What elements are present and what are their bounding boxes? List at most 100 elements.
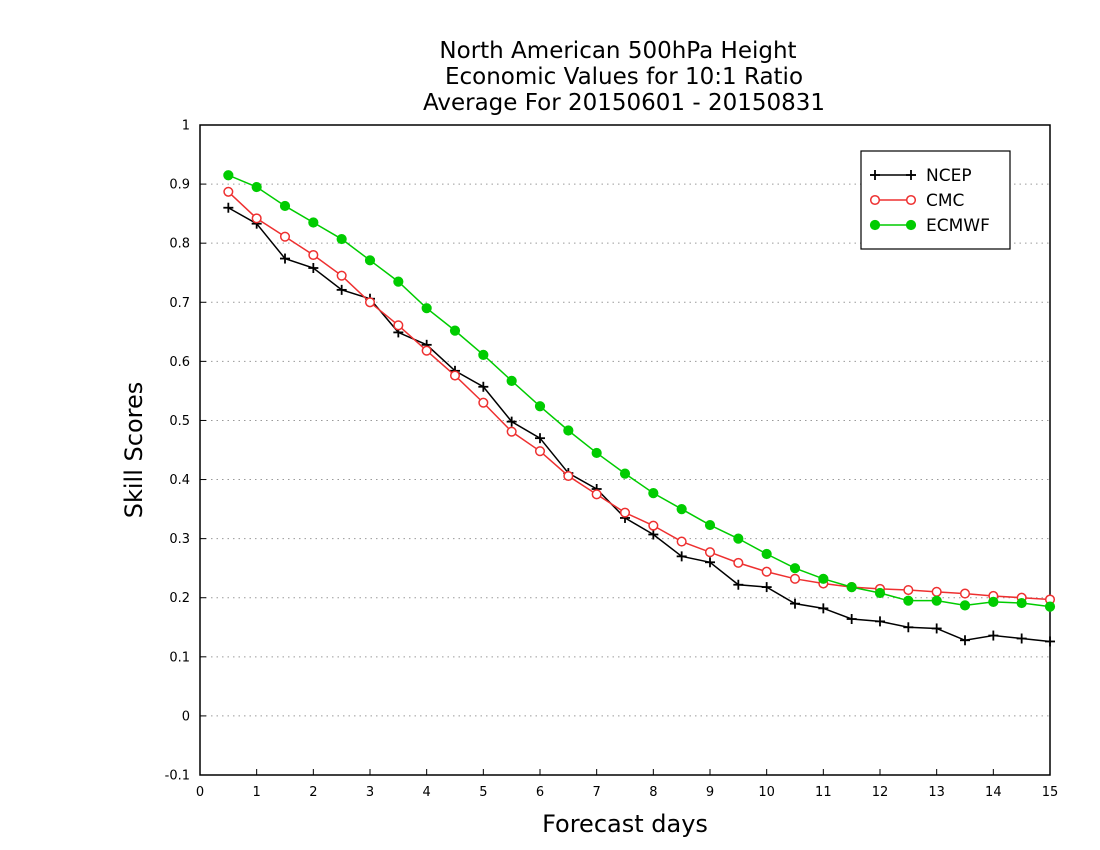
data-point-ecmwf [393,276,404,287]
data-point-ecmwf [761,548,772,560]
data-point-cmc [364,297,376,308]
data-point-cmc [506,426,517,437]
legend-item-cmc: CMC [869,191,964,211]
data-point-ecmwf [534,401,546,412]
data-point-ncep [846,614,857,624]
data-point-ncep [733,579,744,590]
x-tick-label: 15 [1042,785,1059,800]
legend-item-ecmwf: ECMWF [869,216,990,236]
y-tick-label: -0.1 [165,769,190,784]
legend-marker [870,170,880,180]
data-point-ecmwf [704,519,716,531]
data-point-ncep [790,598,800,609]
data-point-ncep [336,284,347,295]
data-point-ncep [960,635,970,646]
data-point-ecmwf [959,600,971,611]
chart-title-line-1: North American 500hPa Height [439,38,796,64]
x-tick-label: 13 [928,785,945,800]
data-point-cmc [903,584,914,596]
data-point-cmc [421,345,432,356]
legend-item-ncep: NCEP [870,166,972,186]
data-point-ecmwf [506,375,517,386]
y-tick-label: 0.4 [169,473,190,488]
y-tick-label: 0.1 [169,650,190,665]
legend: NCEP CMC ECMWF [860,150,1011,250]
data-point-cmc [478,397,489,408]
chart-title-line-3: Average For 20150601 - 20150831 [423,90,825,116]
data-series [223,170,1056,647]
data-point-ecmwf [931,595,942,606]
legend-marker [906,170,916,180]
data-point-ncep [676,551,687,562]
data-point-ecmwf [789,563,801,574]
data-point-cmc [789,573,801,584]
series-ncep [223,202,1055,647]
series-ecmwf [223,170,1056,612]
data-point-ecmwf [421,303,432,314]
data-point-ncep [648,529,659,540]
data-point-ncep [903,622,914,633]
data-point-ecmwf [563,425,574,436]
legend-marker [869,194,881,206]
data-point-cmc [959,588,971,599]
series-line-ncep [227,207,1051,643]
data-point-cmc [393,320,404,331]
data-point-ecmwf [676,503,687,515]
x-tick-label: 2 [309,785,317,800]
data-point-ncep [1016,633,1027,644]
x-axis-label: Forecast days [542,810,708,838]
data-point-cmc [534,446,546,457]
legend-marker [905,219,917,231]
y-tick-label: 0.7 [169,296,190,311]
data-point-ecmwf [988,596,999,607]
data-point-ncep [506,416,517,427]
data-point-cmc [563,470,574,482]
data-point-ecmwf [279,200,291,212]
x-tick-label: 11 [815,785,832,800]
data-point-ecmwf [308,217,319,228]
data-point-cmc [619,507,631,518]
series-cmc [223,186,1056,605]
x-tick-label: 1 [253,785,261,800]
axis-ticks: -0.100.10.20.30.40.50.60.70.80.910 1 2 3 4 5 6… [165,119,1059,801]
data-point-ncep [1045,636,1055,647]
data-point-ecmwf [591,447,602,459]
x-tick-label: 7 [593,785,601,800]
y-tick-label: 0.2 [169,591,190,606]
gridlines [200,183,1050,717]
data-point-ecmwf [733,533,744,544]
data-point-ncep [818,603,829,614]
y-tick-label: 0.5 [169,414,190,429]
data-point-ncep [535,433,545,444]
data-point-ncep [875,616,885,627]
y-tick-label: 0 [182,709,190,724]
data-point-cmc [223,186,234,197]
data-point-ncep [988,630,999,641]
legend-label-ncep: NCEP [926,166,972,186]
data-point-cmc [279,231,291,242]
data-point-cmc [648,520,659,531]
data-point-ecmwf [364,255,376,266]
legend-marker [905,194,917,206]
data-point-cmc [336,270,347,281]
legend-label-ecmwf: ECMWF [926,216,990,236]
y-tick-label: 0.6 [169,355,190,370]
data-point-ncep [223,202,234,213]
data-point-ecmwf [1044,601,1056,612]
data-point-cmc [931,586,942,597]
data-point-ecmwf [251,181,262,193]
x-tick-label: 10 [758,785,775,800]
y-axis-label: Skill Scores [120,382,148,519]
x-tick-label: 5 [479,785,487,800]
data-point-ecmwf [903,595,914,606]
data-point-cmc [761,566,772,577]
data-point-ncep [478,381,489,392]
x-tick-label: 6 [536,785,544,800]
data-point-ecmwf [648,488,659,499]
x-tick-label: 9 [706,785,714,800]
data-point-ecmwf [619,468,631,479]
data-point-cmc [704,547,716,558]
data-point-cmc [591,489,602,500]
